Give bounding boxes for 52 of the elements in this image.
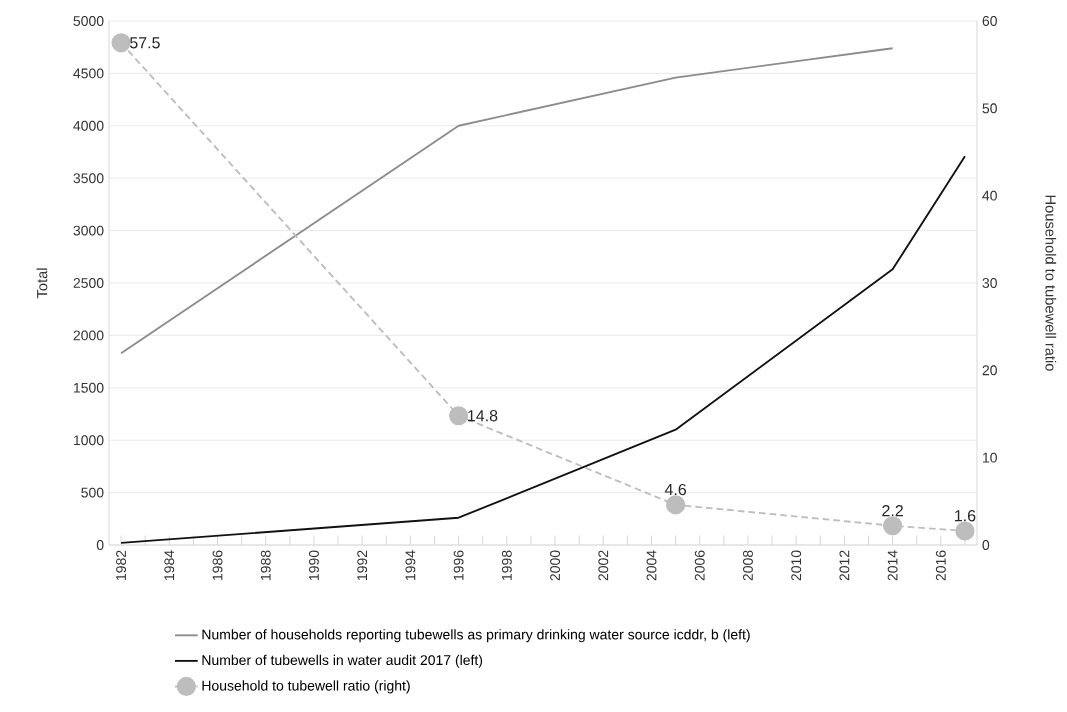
x-tick-label: 1988	[260, 550, 271, 580]
x-tick-label: 2012	[839, 550, 850, 581]
x-tick-label: 2004	[646, 550, 657, 581]
y-tick-label: 500	[81, 487, 104, 498]
point	[883, 516, 903, 536]
x-tick-label: 2002	[598, 550, 609, 581]
y2-tick-label: 0	[982, 540, 990, 550]
y2-axis-title: Household to tubewell ratio	[1045, 195, 1057, 371]
x-tick-label: 2000	[550, 550, 561, 581]
x-tick-label: 2006	[694, 550, 705, 581]
y2-tick-label: 30	[982, 278, 997, 288]
data-label: 4.6	[664, 483, 687, 496]
y-tick-label: 5000	[73, 16, 104, 26]
x-tick-label: 1984	[164, 550, 175, 580]
y-axis-title: Total	[36, 268, 48, 299]
legend-label: Household to tubewell ratio (right)	[202, 680, 410, 694]
point	[666, 495, 686, 515]
data-label: 57.5	[129, 37, 160, 49]
x-tick-label: 1986	[212, 550, 223, 580]
line-series	[120, 47, 894, 355]
x-tick-label: 2014	[887, 550, 898, 581]
legend-label: Number of tubewells in water audit 2017 (left)	[202, 654, 483, 668]
y-tick-label: 3500	[73, 173, 104, 184]
y2-tick-label: 40	[982, 190, 997, 201]
point	[955, 521, 975, 541]
x-tick-label: 2016	[935, 550, 946, 581]
y2-tick-label: 50	[982, 103, 997, 114]
point	[449, 406, 469, 426]
x-tick-label: 2010	[791, 550, 802, 581]
x-tick-label: 2008	[743, 550, 753, 581]
y-tick-label: 4500	[73, 68, 104, 79]
x-tick-label: 1994	[405, 550, 416, 580]
point	[111, 33, 131, 53]
y-tick-label: 1000	[74, 435, 104, 446]
y-tick-label: 0	[96, 540, 104, 550]
x-tick-label: 1992	[357, 550, 368, 580]
x-tick-label: 1982	[116, 550, 127, 580]
data-label: 14.8	[468, 410, 498, 422]
y-tick-label: 4000	[73, 120, 104, 131]
y-tick-label: 2000	[73, 330, 104, 341]
data-label: 1.6	[955, 510, 976, 522]
y-tick-label: 3000	[73, 225, 104, 236]
y2-tick-label: 10	[983, 452, 997, 463]
y2-tick-label: 20	[982, 365, 997, 376]
y2-tick-label: 60	[982, 16, 997, 26]
x-tick-label: 1996	[453, 550, 464, 580]
y-tick-label: 2500	[73, 278, 104, 288]
x-tick-label: 1990	[309, 550, 319, 580]
x-tick-label: 1998	[501, 550, 512, 580]
data-label: 2.2	[882, 505, 903, 517]
y-tick-label: 1500	[74, 382, 104, 393]
legend-label: Number of households reporting tubewells as primary drinking water source icddr, b (left)	[202, 629, 750, 643]
